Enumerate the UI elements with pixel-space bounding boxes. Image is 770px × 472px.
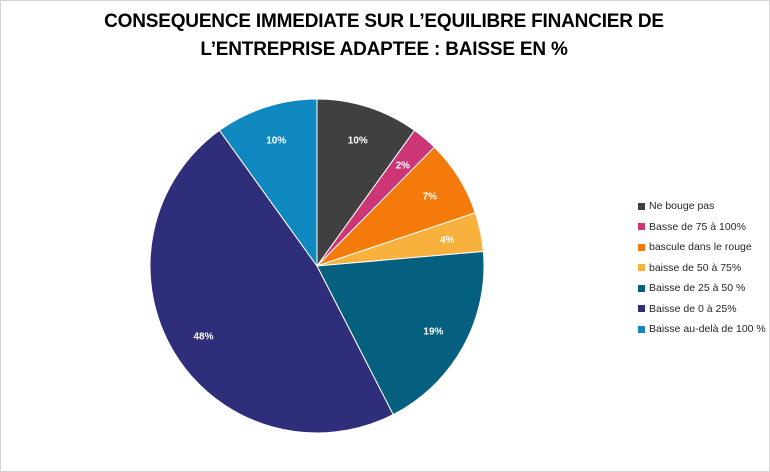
legend-label: bascule dans le rouge <box>649 241 752 254</box>
legend-swatch <box>638 243 645 251</box>
legend-item: bascule dans le rouge <box>638 237 766 258</box>
legend-label: Basse de 75 à 100% <box>649 220 746 233</box>
chart-title-line-1: CONSEQUENCE IMMEDIATE SUR L’EQUILIBRE FI… <box>104 11 664 32</box>
legend-swatch <box>638 223 645 231</box>
legend-label: baisse de 50 à 75% <box>649 261 742 274</box>
legend-label: Baisse de 0 à 25% <box>649 302 737 315</box>
legend-label: Baisse au-delà de 100 % <box>649 323 766 336</box>
legend-swatch <box>638 305 645 313</box>
legend-swatch <box>638 202 645 210</box>
data-label: 19% <box>423 326 443 337</box>
pie-slice <box>218 98 318 268</box>
data-label: 10% <box>348 135 368 146</box>
data-label: 48% <box>194 331 214 342</box>
legend-label: Ne bouge pas <box>649 200 715 213</box>
legend-swatch <box>638 284 645 292</box>
data-label: 7% <box>423 192 438 203</box>
legend-item: baisse de 50 à 75% <box>638 258 766 279</box>
chart-title-line-2: L’ENTREPRISE ADAPTEE : BAISSE EN % <box>200 39 568 60</box>
legend-swatch <box>638 264 645 272</box>
legend-item: Ne bouge pas <box>638 196 766 217</box>
legend-item: Baisse au-delà de 100 % <box>638 319 766 340</box>
legend: Ne bouge pas Basse de 75 à 100% bascule da… <box>638 196 766 340</box>
data-label: 2% <box>396 160 411 171</box>
data-label: 4% <box>440 235 455 246</box>
pie-slice <box>316 98 416 268</box>
chart-title: CONSEQUENCE IMMEDIATE SUR L’EQUILIBRE FI… <box>0 8 768 64</box>
pie-slice <box>149 129 394 434</box>
legend-swatch <box>638 325 645 333</box>
legend-label: Baisse de 25 à 50 % <box>649 282 746 295</box>
pie-slice <box>316 250 485 416</box>
legend-item: Baisse de 25 à 50 % <box>638 278 766 299</box>
data-label: 10% <box>266 135 286 146</box>
legend-item: Baisse de 0 à 25% <box>638 299 766 320</box>
legend-item: Basse de 75 à 100% <box>638 217 766 238</box>
